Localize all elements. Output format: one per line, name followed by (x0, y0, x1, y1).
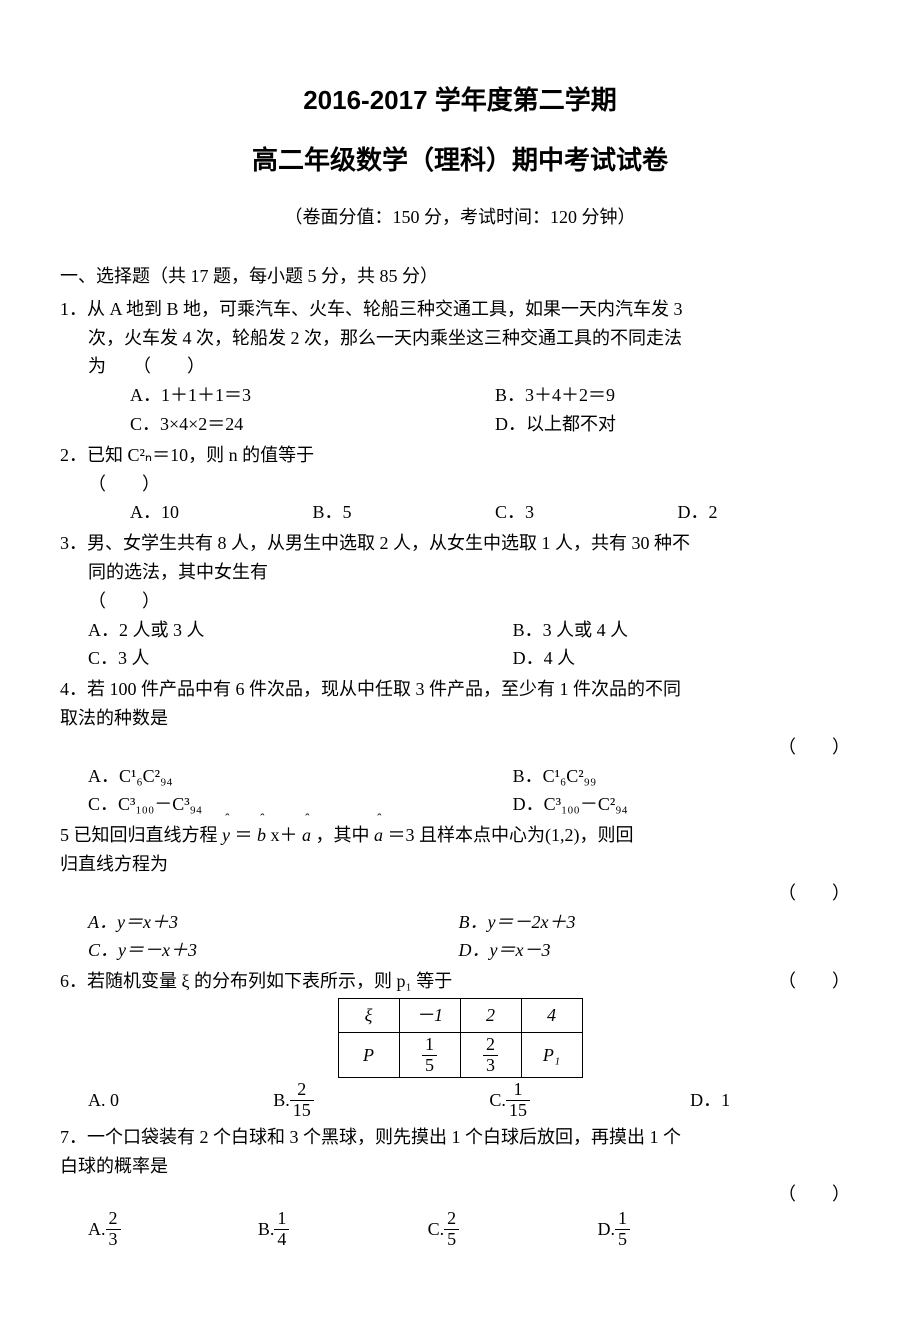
q3-paren: （ ） (60, 587, 860, 616)
q5-ahat: a (302, 821, 311, 850)
q5-post: ，其中 (311, 825, 374, 845)
q2-stem: 2．已知 C²ₙ＝10，则 n 的值等于 (60, 441, 860, 470)
question-3: 3．男、女学生共有 8 人，从男生中选取 2 人，从女生中选取 1 人，共有 3… (60, 529, 860, 673)
q4-stem-2: 取法的种数是 (60, 704, 860, 733)
page-subtitle: （卷面分值：150 分，考试时间：120 分钟） (60, 203, 860, 232)
q6-t-p: P (338, 1032, 399, 1078)
q7-opt-d: D. 15 (597, 1209, 630, 1250)
q3-opt-a: A．2 人或 3 人 (88, 616, 513, 645)
q5-opt-a: A．y＝x＋3 (88, 908, 459, 937)
q6-t-f2: 23 (460, 1032, 521, 1078)
q5-mid: x＋ (266, 825, 302, 845)
q4-opt-b: B．C¹₆C²₉₉ (513, 762, 860, 791)
q2-paren: （ ） (60, 470, 860, 499)
q3-opt-d: D．4 人 (513, 644, 860, 673)
q3-opt-b: B．3 人或 4 人 (513, 616, 860, 645)
q5-end: ＝3 且样本点中心为(1,2)，则回 (383, 825, 634, 845)
q4-opt-d: D．C³₁₀₀－C²₉₄ (513, 790, 860, 819)
q2-opt-a: A．10 (130, 498, 313, 527)
section-1-title: 一、选择题（共 17 题，每小题 5 分，共 85 分） (60, 262, 860, 291)
q6-stem: 6．若随机变量 ξ 的分布列如下表所示，则 p₁ 等于 (60, 971, 452, 991)
q6-t-h3: 2 (460, 998, 521, 1032)
q3-stem-1: 3．男、女学生共有 8 人，从男生中选取 2 人，从女生中选取 1 人，共有 3… (60, 529, 860, 558)
q7-stem-1: 7．一个口袋装有 2 个白球和 3 个黑球，则先摸出 1 个白球后放回，再摸出 … (60, 1123, 860, 1152)
q5-ahat2: a (374, 821, 383, 850)
q6-t-p1: P₁ (521, 1032, 582, 1078)
q6-t-h1: ξ (338, 998, 399, 1032)
question-1: 1．从 A 地到 B 地，可乘汽车、火车、轮船三种交通工具，如果一天内汽车发 3… (60, 295, 860, 439)
q3-opt-c: C．3 人 (88, 644, 513, 673)
q7-opt-c: C. 25 (428, 1209, 598, 1250)
q2-opt-d: D．2 (678, 498, 861, 527)
q4-opt-c: C．C³₁₀₀－C³₉₄ (88, 790, 513, 819)
q1-opt-b: B．3＋4＋2＝9 (495, 381, 860, 410)
q6-opt-a: A. 0 (88, 1086, 273, 1115)
q1-opt-a: A．1＋1＋1＝3 (130, 381, 495, 410)
q5-stem-1: 5 已知回归直线方程 y ＝ b x＋ a ，其中 a ＝3 且样本点中心为(1… (60, 821, 860, 850)
q3-stem-2: 同的选法，其中女生有 (60, 558, 860, 587)
q6-t-h2: －1 (399, 998, 460, 1032)
q6-table: ξ －1 2 4 P 15 23 P₁ (338, 998, 583, 1078)
q5-paren: （ ） (778, 879, 850, 908)
question-4: 4．若 100 件产品中有 6 件次品，现从中任取 3 件产品，至少有 1 件次… (60, 675, 860, 819)
q6-opt-b: B. 215 (273, 1080, 489, 1121)
page-title-2: 高二年级数学（理科）期中考试试卷 (60, 140, 860, 182)
q6-paren: （ ） (778, 967, 850, 996)
q7-stem-2: 白球的概率是 (60, 1152, 860, 1181)
q5-yhat: y (222, 821, 230, 850)
q1-stem-2: 次，火车发 4 次，轮船发 2 次，那么一天内乘坐这三种交通工具的不同走法 (60, 324, 860, 353)
q5-bhat: b (257, 821, 266, 850)
q5-eq: ＝ (230, 825, 257, 845)
q2-opt-c: C．3 (495, 498, 678, 527)
q1-stem-1: 1．从 A 地到 B 地，可乘汽车、火车、轮船三种交通工具，如果一天内汽车发 3 (60, 295, 860, 324)
q4-paren: （ ） (778, 733, 850, 762)
question-5: 5 已知回归直线方程 y ＝ b x＋ a ，其中 a ＝3 且样本点中心为(1… (60, 821, 860, 965)
q5-opt-b: B．y＝－2x＋3 (459, 908, 860, 937)
q6-t-h4: 4 (521, 998, 582, 1032)
q1-opt-c: C．3×4×2＝24 (130, 410, 495, 439)
q5-opt-c: C．y＝－x＋3 (88, 936, 459, 965)
q6-opt-c: C. 115 (489, 1080, 690, 1121)
page-title-1: 2016-2017 学年度第二学期 (60, 80, 860, 122)
q4-stem-1: 4．若 100 件产品中有 6 件次品，现从中任取 3 件产品，至少有 1 件次… (60, 675, 860, 704)
q7-opt-a: A. 23 (88, 1209, 258, 1250)
q7-paren: （ ） (778, 1180, 850, 1209)
q7-opt-b: B. 14 (258, 1209, 428, 1250)
q2-opt-b: B．5 (313, 498, 496, 527)
question-7: 7．一个口袋装有 2 个白球和 3 个黑球，则先摸出 1 个白球后放回，再摸出 … (60, 1123, 860, 1250)
question-6: 6．若随机变量 ξ 的分布列如下表所示，则 p₁ 等于 （ ） ξ －1 2 4… (60, 967, 860, 1121)
q1-stem-3: 为 （ ） (60, 352, 860, 381)
q4-opt-a: A．C¹₆C²₉₄ (88, 762, 513, 791)
question-2: 2．已知 C²ₙ＝10，则 n 的值等于 （ ） A．10 B．5 C．3 D．… (60, 441, 860, 527)
q5-stem-2: 归直线方程为 (60, 850, 860, 879)
q1-opt-d: D．以上都不对 (495, 410, 860, 439)
q5-pre: 5 已知回归直线方程 (60, 825, 222, 845)
q5-opt-d: D．y＝x－3 (459, 936, 860, 965)
q6-opt-d: D．1 (690, 1086, 730, 1115)
q6-t-f1: 15 (399, 1032, 460, 1078)
